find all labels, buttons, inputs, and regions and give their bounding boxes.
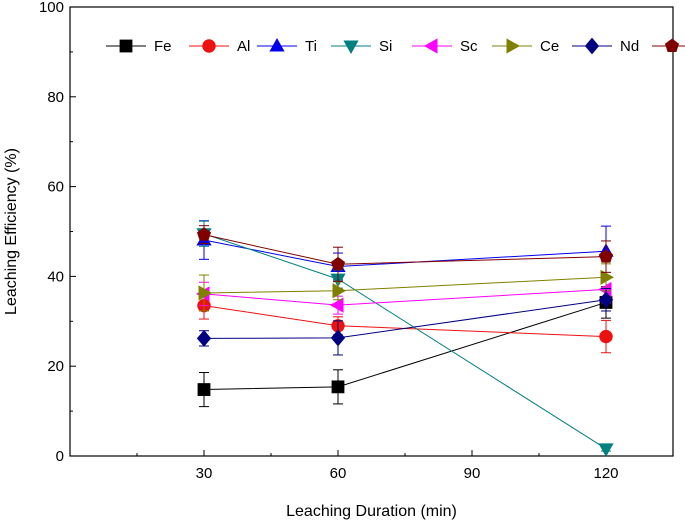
legend-item-sc: Sc [412,38,478,55]
axes-frame: 0 20 40 60 80 100 30 60 90 120 [39,0,674,482]
data-point [600,269,615,285]
data-point [196,329,212,347]
series-line [203,234,607,265]
series-ce [198,263,615,312]
data-point [598,249,614,263]
data-point [331,380,345,394]
legend-item-fe: Fe [106,38,172,55]
legend-item-nd: Nd [572,37,639,55]
series-fe [197,286,613,408]
y-tick-label: 100 [39,0,64,16]
x-tick-label: 90 [464,465,481,482]
series-ti [196,220,614,281]
legend-marker [343,40,359,55]
legend-marker [202,39,216,53]
data-point [599,329,613,344]
legend-item-ce: Ce [492,38,559,55]
legend-marker [119,39,133,53]
data-point [598,443,614,457]
x-axis-title: Leaching Duration (min) [286,503,457,520]
y-tick-label: 20 [47,358,64,375]
data-point [198,285,213,301]
legend-label: Fe [154,38,172,55]
legend-item-si: Si [331,38,392,55]
legend: Fe Al Ti Si Sc Ce Nd Y [106,37,685,55]
series-line [203,233,607,450]
legend-marker [584,37,600,55]
y-tick-label: 0 [56,448,64,465]
series-nd [196,288,614,356]
legend-marker [664,38,680,52]
series-line [203,301,607,391]
data-point [332,283,347,299]
legend-label: Ce [540,38,559,55]
data-point [598,291,614,309]
legend-marker [506,38,521,54]
series-layer [195,220,615,457]
data-point [330,256,346,271]
series-line [203,276,607,294]
x-tick-label: 60 [330,465,347,482]
legend-item-y: Y [652,38,685,52]
x-tick-label: 30 [196,465,213,482]
series-y [196,225,614,282]
legend-item-ti: Ti [257,37,317,55]
x-tick-label: 120 [593,465,618,482]
data-point [197,383,211,396]
legend-label: Ti [305,38,317,55]
series-sc [195,275,612,315]
y-axis-title: Leaching Efficiency (%) [3,148,20,315]
legend-marker [423,38,438,54]
legend-label: Nd [620,38,639,55]
legend-label: Si [379,38,392,55]
data-point [330,329,346,347]
y-tick-label: 40 [47,268,64,285]
legend-marker [269,37,285,52]
data-point [329,297,344,313]
series-line [203,299,607,339]
y-tick-label: 60 [47,179,64,196]
data-point [196,227,212,241]
legend-item-al: Al [189,38,250,55]
plot-frame [69,6,674,457]
y-tick-label: 80 [47,89,64,106]
legend-label: Sc [460,38,478,55]
legend-label: Al [237,38,250,55]
